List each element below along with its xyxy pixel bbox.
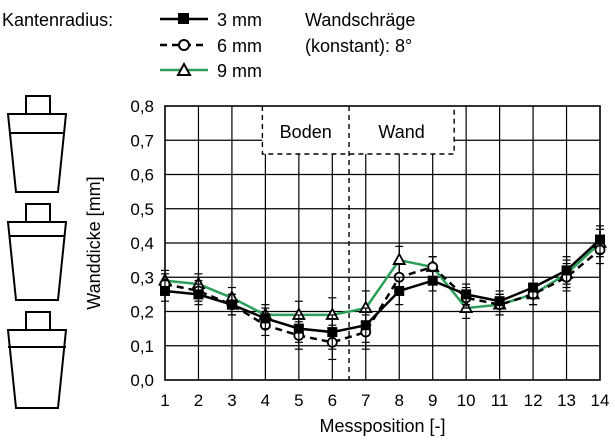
- data-point: [427, 275, 438, 286]
- x-tick-label: 7: [361, 391, 370, 410]
- y-tick-label: 0,5: [130, 200, 154, 219]
- x-tick-label: 8: [394, 391, 403, 410]
- y-tick-label: 0,4: [130, 234, 154, 253]
- x-tick-label: 9: [428, 391, 437, 410]
- y-tick-label: 0,8: [130, 97, 154, 116]
- data-point: [394, 285, 405, 296]
- data-point: [293, 323, 304, 334]
- x-tick-label: 4: [261, 391, 270, 410]
- x-tick-label: 13: [557, 391, 576, 410]
- container-icon-bottom: [6, 311, 68, 409]
- y-tick-label: 0,7: [130, 131, 154, 150]
- data-point: [392, 252, 407, 266]
- x-tick-label: 5: [294, 391, 303, 410]
- series-9mm: [157, 228, 608, 333]
- annotation-line-2: (konstant): 8°: [305, 36, 412, 56]
- legend-label-6mm: 6 mm: [217, 36, 262, 56]
- series-line-3mm: [164, 238, 601, 334]
- container-icons: [6, 95, 68, 409]
- x-axis-title: Messposition [-]: [319, 416, 445, 436]
- data-point: [528, 282, 539, 293]
- y-tick-label: 0,0: [130, 371, 154, 390]
- legend: Kantenradius: 3 mm 6 mm 9 mm: [2, 10, 262, 81]
- y-tick-label: 0,3: [130, 268, 154, 287]
- data-point: [494, 296, 505, 307]
- y-tick-label: 0,2: [130, 303, 154, 322]
- region-boxes: [261, 106, 455, 380]
- series-layer: [157, 225, 608, 361]
- legend-item-3mm: 3 mm: [160, 10, 262, 30]
- x-tick-label: 14: [591, 391, 610, 410]
- x-tick-label: 11: [491, 391, 509, 410]
- annotation-line-1: Wandschräge: [305, 10, 415, 30]
- region-label-boden: Boden: [280, 122, 332, 142]
- data-point: [360, 320, 371, 331]
- series-3mm: [160, 225, 605, 350]
- data-point: [595, 234, 605, 245]
- legend-item-9mm: 9 mm: [160, 61, 262, 81]
- data-point: [561, 265, 572, 276]
- legend-title: Kantenradius:: [2, 10, 113, 30]
- tick-labels: 1 2 3 4 5 6 7 8 9 10 11 12 13 140,00,10,20,30,40,50,6…: [130, 97, 609, 410]
- region-box-outline: [261, 106, 455, 155]
- region-label-wand: Wand: [378, 122, 424, 142]
- data-point: [193, 289, 204, 300]
- x-tick-label: 1: [160, 391, 169, 410]
- y-tick-label: 0,1: [130, 337, 154, 356]
- x-tick-label: 12: [524, 391, 543, 410]
- x-tick-label: 2: [194, 391, 203, 410]
- legend-item-6mm: 6 mm: [160, 36, 262, 56]
- y-tick-label: 0,6: [130, 166, 154, 185]
- region-box-background: [262, 106, 455, 154]
- legend-label-9mm: 9 mm: [217, 61, 262, 81]
- data-point: [461, 289, 472, 300]
- x-tick-label: 6: [328, 391, 337, 410]
- data-point: [327, 327, 338, 338]
- y-axis-title: Wanddicke [mm]: [84, 176, 104, 309]
- x-tick-label: 3: [227, 391, 236, 410]
- legend-label-3mm: 3 mm: [217, 10, 262, 30]
- container-icon-middle: [6, 203, 68, 301]
- data-point: [260, 313, 271, 324]
- data-point: [160, 285, 170, 296]
- container-icon-top: [6, 95, 68, 193]
- x-tick-label: 10: [457, 391, 476, 410]
- data-point: [226, 299, 237, 310]
